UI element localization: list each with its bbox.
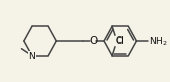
Text: Cl: Cl <box>116 36 125 45</box>
Text: O: O <box>89 36 98 46</box>
Text: NH$_2$: NH$_2$ <box>149 35 167 48</box>
Text: N: N <box>29 52 35 61</box>
Text: Cl: Cl <box>116 37 125 46</box>
